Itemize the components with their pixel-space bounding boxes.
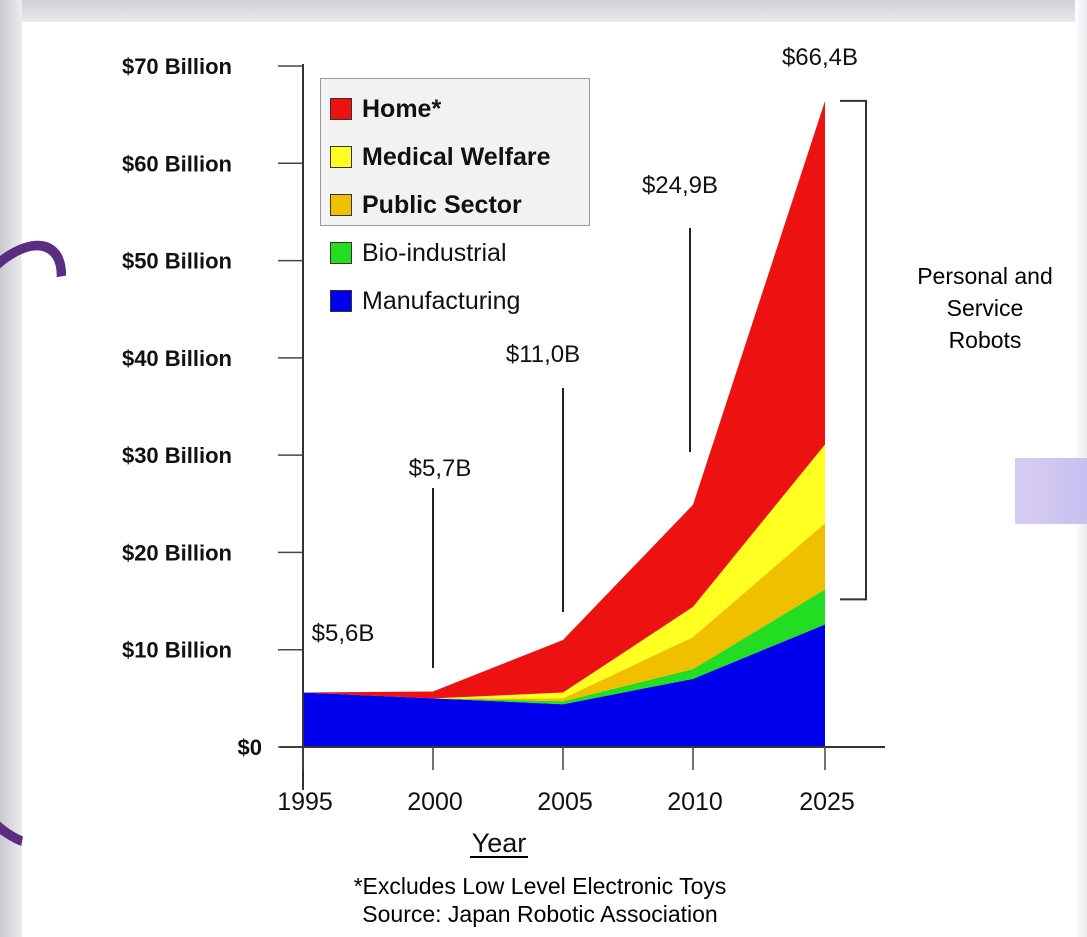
annotation-line: Robots (948, 327, 1022, 353)
x-axis-ticks: 1995 2000 2005 2010 2025 (277, 747, 855, 816)
area-manufacturing (303, 624, 825, 747)
decorative-block (1015, 458, 1087, 524)
legend-swatch (330, 98, 352, 120)
legend-swatch (330, 290, 352, 312)
area-medical-welfare (303, 444, 825, 699)
y-tick-label: $60 Billion (122, 151, 232, 176)
y-tick-label: $10 Billion (122, 638, 232, 663)
y-axis-ticks: $0 $10 Billion $20 Billion $30 Billion $40 B… (122, 54, 303, 760)
legend-highlight-box (320, 78, 590, 226)
legend-label: Bio-industrial (362, 238, 507, 267)
total-label: $5,6B (312, 620, 375, 647)
annotation-line: Personal and (917, 263, 1053, 289)
total-labels: $5,6B $5,7B $11,0B $24,9B $66,4B (312, 44, 858, 668)
y-tick-label: $40 Billion (122, 346, 232, 371)
legend-swatch (330, 242, 352, 264)
area-home (303, 101, 825, 699)
x-tick-label: 2010 (667, 788, 723, 816)
legend: Home* Medical Welfare Public Sector Bio-ind… (330, 85, 551, 325)
y-tick-label: $0 (238, 735, 262, 760)
legend-label: Medical Welfare (362, 142, 551, 171)
x-tick-label: 2025 (799, 788, 855, 816)
source-note: Source: Japan Robotic Association (362, 901, 718, 927)
area-public-sector (303, 523, 825, 702)
personal-service-annotation: Personal and Service Robots (890, 260, 1080, 356)
window-frame-left (0, 0, 22, 937)
total-label: $66,4B (782, 44, 858, 71)
axes: Year (280, 64, 885, 858)
window-frame-top (0, 0, 1087, 22)
x-tick-label: 2005 (537, 788, 593, 816)
legend-label: Manufacturing (362, 286, 521, 315)
total-label: $5,7B (409, 455, 472, 482)
legend-label: Public Sector (362, 190, 522, 219)
legend-item: Public Sector (330, 181, 551, 229)
legend-swatch (330, 194, 352, 216)
legend-item: Bio-industrial (330, 229, 551, 277)
x-axis-title: Year (472, 828, 527, 858)
area-layers (303, 101, 825, 747)
personal-service-bracket (840, 99, 867, 601)
legend-label: Home* (362, 94, 442, 123)
x-tick-label: 2000 (407, 788, 463, 816)
toy-exclusion-note: *Excludes Low Level Electronic Toys (353, 873, 727, 899)
area-bio-industrial (303, 589, 825, 705)
total-label: $24,9B (642, 172, 718, 199)
legend-swatch (330, 146, 352, 168)
bracket-line (840, 99, 867, 601)
y-tick-label: $50 Billion (122, 249, 232, 274)
y-tick-label: $70 Billion (122, 54, 232, 79)
legend-item: Manufacturing (330, 277, 551, 325)
legend-item: Medical Welfare (330, 133, 551, 181)
chart-notes: *Excludes Low Level Electronic Toys Sour… (280, 872, 800, 928)
y-tick-label: $30 Billion (122, 443, 232, 468)
total-label: $11,0B (506, 341, 580, 368)
annotation-line: Service (946, 295, 1024, 321)
x-tick-label: 1995 (277, 788, 333, 816)
y-tick-label: $20 Billion (122, 540, 232, 565)
legend-item: Home* (330, 85, 551, 133)
